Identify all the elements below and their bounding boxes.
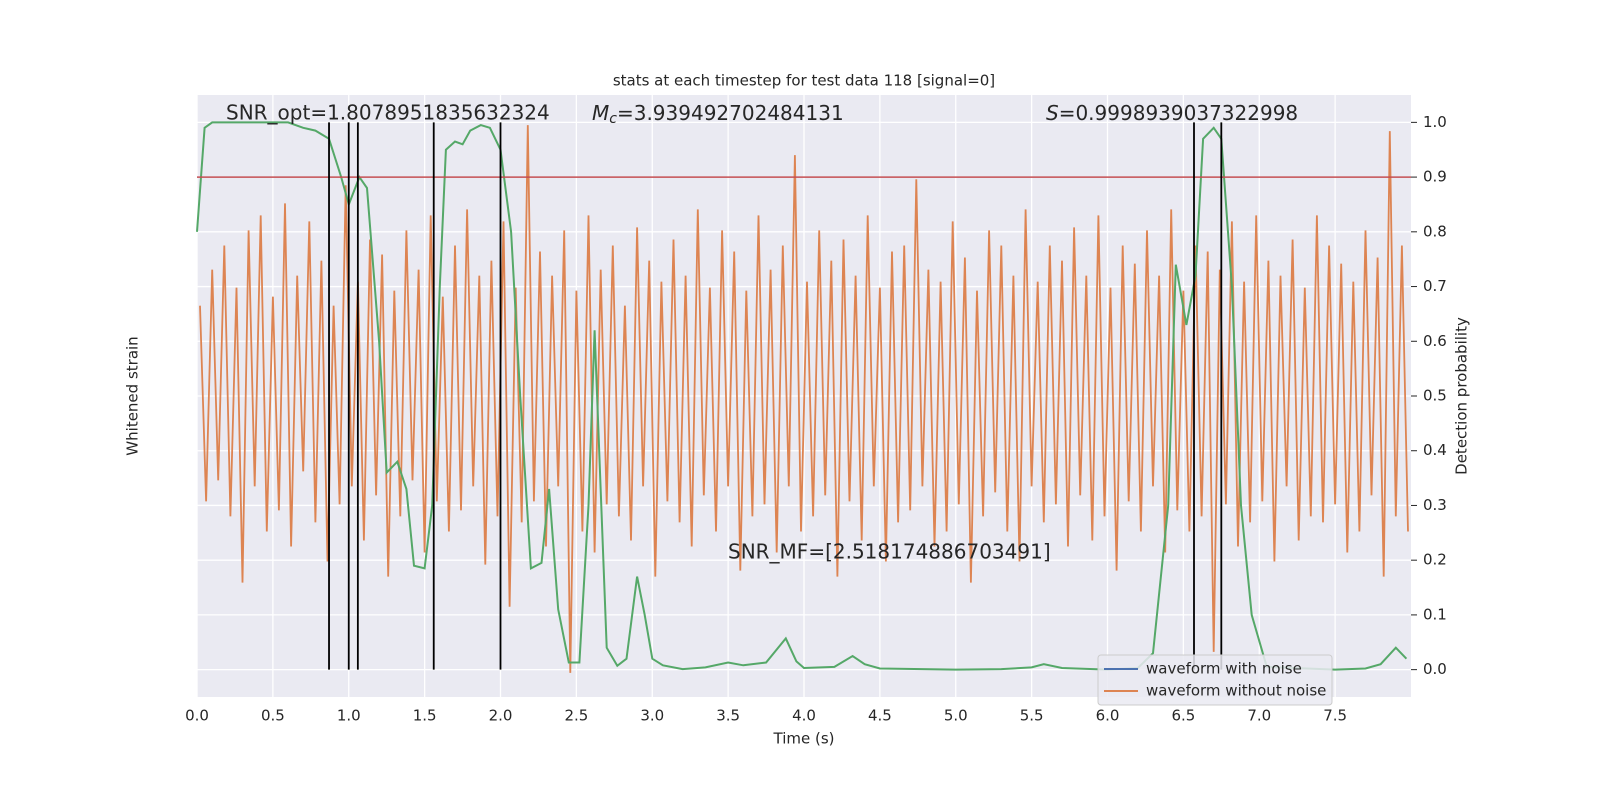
x-tick-label: 4.0 <box>792 707 816 725</box>
x-axis-label: Time (s) <box>773 730 835 748</box>
annotation-symbol: M <box>592 101 609 125</box>
y2-tick-label: 1.0 <box>1423 113 1447 131</box>
annotation: Mc=3.939492702484131 <box>592 101 844 128</box>
legend-label: waveform without noise <box>1146 682 1326 700</box>
annotation-symbol: S <box>1046 101 1059 125</box>
y2-axis-label: Detection probability <box>1453 317 1471 475</box>
y2-tick-label: 0.3 <box>1423 496 1447 514</box>
x-tick-label: 7.5 <box>1323 707 1347 725</box>
annotation: SNR_opt=1.8078951835632324 <box>226 101 550 125</box>
x-tick-label: 1.5 <box>413 707 437 725</box>
x-tick-label: 4.5 <box>868 707 892 725</box>
y-axis-label: Whitened strain <box>124 336 142 455</box>
x-tick-label: 5.0 <box>944 707 968 725</box>
annotation: S=0.9998939037322998 <box>1046 101 1298 125</box>
series-line <box>196 121 1408 671</box>
annotation-text: =3.939492702484131 <box>617 101 844 125</box>
x-tick-label: 7.0 <box>1247 707 1271 725</box>
legend-label: waveform with noise <box>1146 660 1302 678</box>
y2-tick-label: 0.4 <box>1423 441 1447 459</box>
x-tick-label: 3.0 <box>640 707 664 725</box>
chart-title: stats at each timestep for test data 118… <box>613 72 995 90</box>
x-tick-label: 2.5 <box>564 707 588 725</box>
y2-tick-label: 0.2 <box>1423 551 1447 569</box>
x-tick-label: 6.5 <box>1171 707 1195 725</box>
x-tick-label: 0.0 <box>185 707 209 725</box>
y2-tick-label: 0.8 <box>1423 222 1447 240</box>
y2-tick-label: 0.9 <box>1423 168 1447 186</box>
legend-box <box>1097 654 1333 706</box>
y2-tick-label: 0.6 <box>1423 332 1447 350</box>
y2-tick-label: 0.5 <box>1423 387 1447 405</box>
annotation-text: =0.9998939037322998 <box>1059 101 1298 125</box>
x-tick-label: 3.5 <box>716 707 740 725</box>
series-line <box>199 125 1409 673</box>
x-tick-label: 0.5 <box>261 707 285 725</box>
x-tick-label: 5.5 <box>1020 707 1044 725</box>
x-tick-label: 2.0 <box>489 707 513 725</box>
x-tick-label: 6.0 <box>1096 707 1120 725</box>
y2-tick-label: 0.7 <box>1423 277 1447 295</box>
x-tick-label: 1.0 <box>337 707 361 725</box>
y2-tick-label: 0.0 <box>1423 660 1447 678</box>
annotation: SNR_MF=[2.518174886703491] <box>728 540 1051 564</box>
y2-tick-label: 0.1 <box>1423 605 1447 623</box>
annotation-subscript: c <box>609 111 617 127</box>
